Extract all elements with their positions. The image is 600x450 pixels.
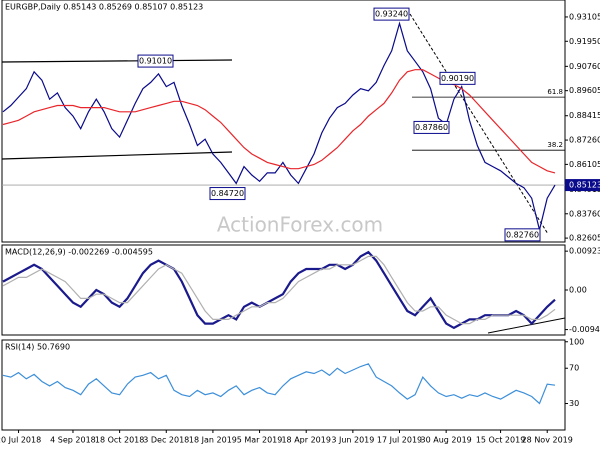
price-label-box [209, 187, 246, 201]
price-label: 0.84720 [211, 189, 244, 198]
x-tick-label: 4 Sep 2018 [50, 436, 96, 445]
y-tick-label: 0.93105 [569, 12, 600, 21]
x-tick-label: 20 Jul 2018 [0, 436, 41, 445]
fib-label: 61.8 [547, 88, 563, 96]
panel-frame [1, 339, 566, 431]
x-tick-label: 15 Oct 2019 [476, 436, 525, 445]
series-line [2, 21, 556, 230]
y-tick-label: 100 [569, 337, 584, 346]
y-tick-label: 0.87260 [569, 136, 600, 145]
price-label: 0.87860 [415, 123, 448, 132]
y-tick-label: -0.009413 [569, 325, 600, 334]
y-tick-label: 0.82605 [569, 234, 600, 243]
y-tick-label: 0.90760 [569, 62, 600, 71]
price-label-box [439, 71, 476, 85]
x-tick-label: 17 Jul 2019 [377, 436, 422, 445]
watermark: ActionForex.com [217, 213, 383, 237]
trendline [409, 13, 549, 235]
price-label-box [413, 120, 450, 134]
y-tick-label: 0.88415 [569, 111, 600, 120]
x-tick-label: 18 Jan 2019 [189, 436, 237, 445]
last-price-label: 0.85123 [569, 181, 600, 190]
y-tick-label: 0.00 [569, 286, 587, 295]
y-tick-label: 0.83760 [569, 209, 600, 218]
series-line [2, 69, 556, 174]
y-tick-label: 0.91950 [569, 37, 600, 46]
series-line [2, 255, 556, 325]
title-background [4, 342, 72, 352]
panel-title: EURGBP,Daily 0.85143 0.85269 0.85107 0.8… [5, 3, 203, 12]
x-tick-label: 3 Dec 2018 [143, 436, 189, 445]
y-tick-label: 30 [569, 399, 579, 408]
y-tick-label: 0.009237 [569, 247, 600, 256]
y-tick-label: 70 [569, 364, 579, 373]
title-background [4, 247, 154, 257]
trendline [487, 317, 566, 334]
x-tick-label: 3 Jun 2019 [331, 436, 374, 445]
panel-title: RSI(14) 50.7690 [5, 343, 70, 352]
fib-label: 38.2 [547, 141, 563, 149]
x-tick-label: 30 Aug 2019 [421, 436, 472, 445]
y-tick-label: 0.89605 [569, 86, 600, 95]
x-tick-label: 28 Nov 2019 [522, 436, 573, 445]
price-label: 0.90190 [441, 74, 474, 83]
last-price-box [565, 179, 600, 192]
price-label: 0.93240 [375, 10, 408, 19]
x-tick-label: 5 Mar 2019 [237, 436, 283, 445]
series-line [2, 363, 556, 405]
title-background [4, 2, 205, 12]
panel-title: MACD(12,26,9) -0.002269 -0.004595 [5, 248, 153, 257]
y-tick-label: 0.86105 [569, 160, 600, 169]
price-label: 0.91010 [139, 57, 172, 66]
price-label-box [373, 7, 410, 21]
price-label-box [504, 228, 541, 242]
x-tick-label: 18 Oct 2018 [95, 436, 144, 445]
panel-frame [1, 0, 566, 243]
series-line [2, 250, 556, 330]
x-tick-label: 18 Apr 2019 [281, 436, 330, 445]
trendline [1, 151, 233, 160]
price-label-box [137, 54, 174, 68]
trendline [1, 59, 233, 63]
price-label: 0.82760 [506, 230, 539, 239]
